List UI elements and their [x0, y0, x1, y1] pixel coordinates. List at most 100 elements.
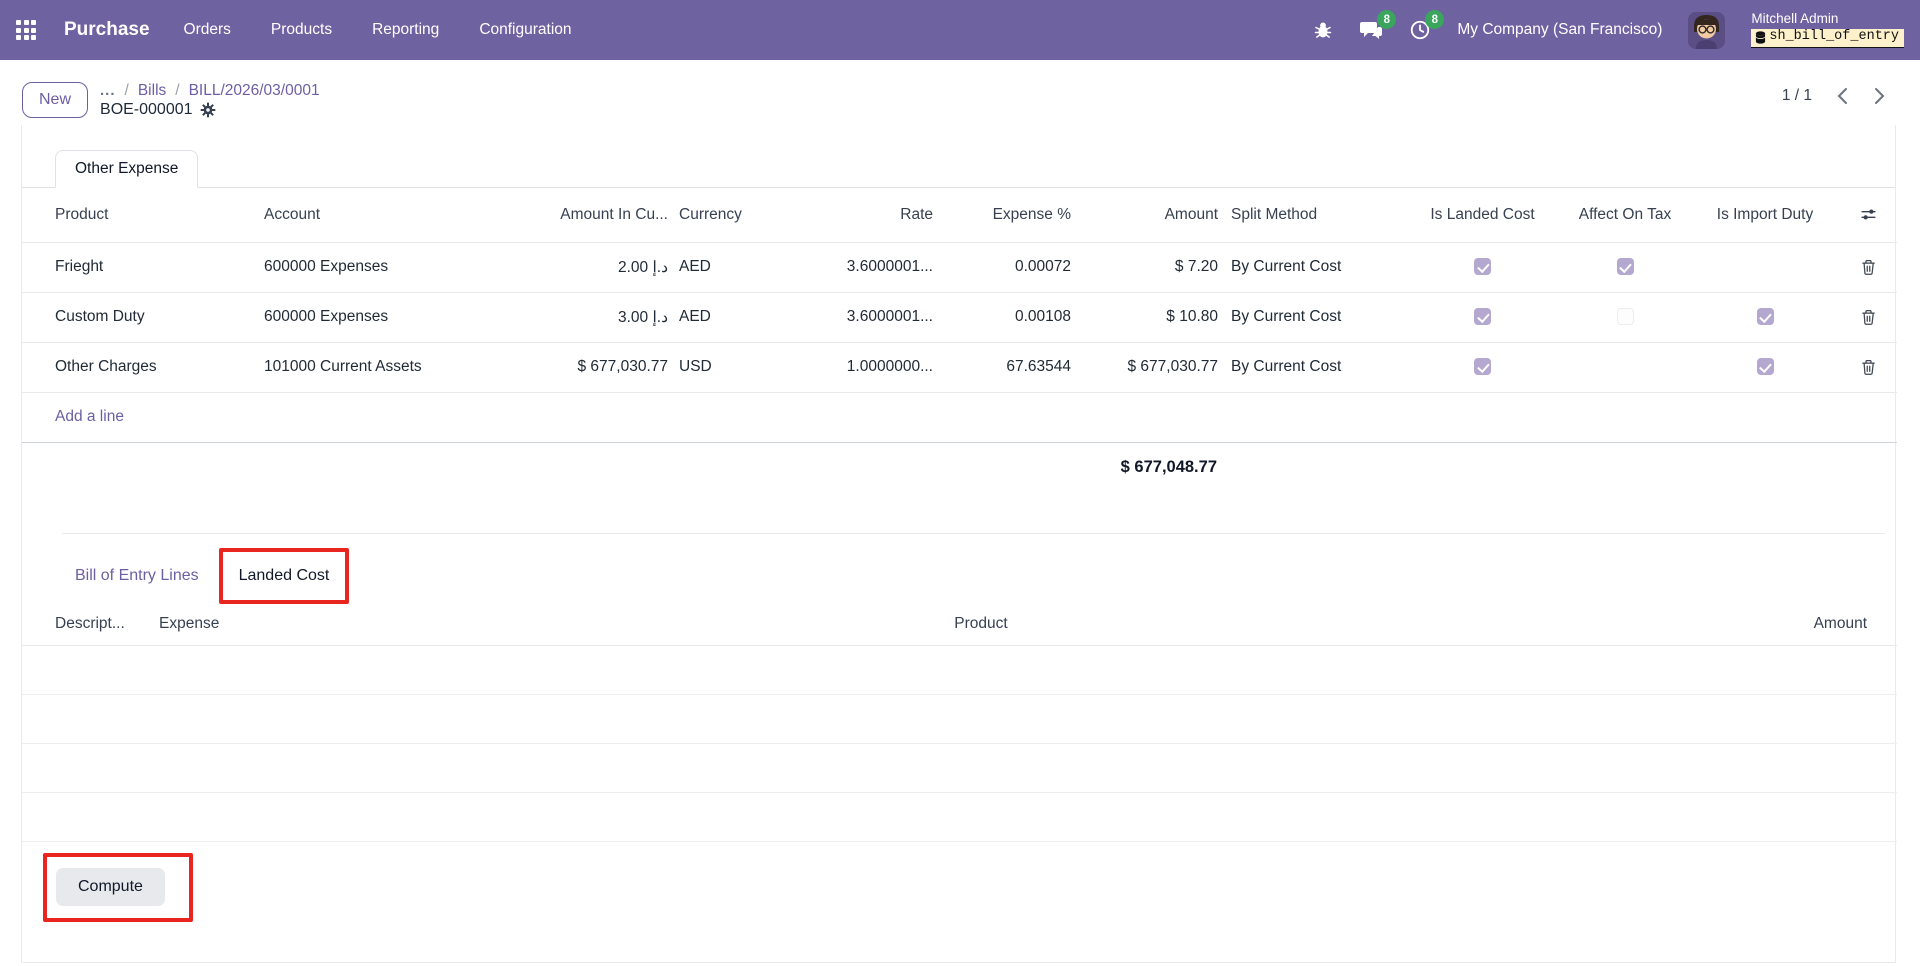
table-header-row: Product Account Amount In Cu... Currency… — [22, 188, 1897, 242]
pager-value: 1 / 1 — [1781, 87, 1812, 104]
annotation-rectangle: Compute — [43, 853, 193, 922]
checkbox-is-import-duty[interactable] — [1756, 308, 1774, 326]
main-menu: Orders Products Reporting Configuration — [184, 21, 572, 39]
cell-amount[interactable]: $ 677,030.77 — [1127, 358, 1218, 375]
cell-product[interactable]: Frieght — [55, 258, 104, 275]
top-navbar: Purchase Orders Products Reporting Confi… — [0, 0, 1920, 60]
col-amount[interactable]: Amount — [1401, 603, 1897, 646]
col-amount[interactable]: Amount — [1164, 205, 1218, 223]
cell-split-method[interactable]: By Current Cost — [1231, 308, 1342, 325]
cell-product[interactable]: Custom Duty — [55, 308, 145, 325]
database-name: sh_bill_of_entry — [1769, 29, 1899, 44]
expense-notebook-tabs: Other Expense — [22, 150, 1895, 188]
col-amount-in-currency[interactable]: Amount In Cu... — [560, 205, 668, 223]
col-split-method[interactable]: Split Method — [1231, 205, 1318, 223]
col-is-import-duty[interactable]: Is Import Duty — [1716, 205, 1814, 223]
checkbox-is-import-duty[interactable] — [1756, 358, 1774, 376]
checkbox-affect-on-tax[interactable] — [1616, 308, 1634, 326]
cell-account[interactable]: 101000 Current Assets — [264, 358, 422, 375]
optional-columns-icon[interactable] — [1839, 188, 1897, 242]
col-currency[interactable]: Currency — [679, 205, 742, 223]
delete-row-icon[interactable] — [1839, 359, 1897, 376]
pager-next-icon[interactable] — [1873, 86, 1886, 106]
col-expense[interactable]: Expense — [151, 603, 561, 646]
cell-amount-in-currency[interactable]: $ 677,030.77 — [577, 358, 668, 375]
delete-row-icon[interactable] — [1839, 259, 1897, 276]
app-name[interactable]: Purchase — [64, 19, 150, 40]
database-icon — [1756, 31, 1766, 44]
table-row[interactable]: Frieght 600000 Expenses 2.00 د.إ AED 3.6… — [22, 242, 1897, 292]
debug-bug-icon[interactable] — [1313, 20, 1333, 40]
delete-row-icon[interactable] — [1839, 309, 1897, 326]
tab-landed-cost[interactable]: Landed Cost — [222, 551, 346, 600]
new-button[interactable]: New — [22, 82, 89, 118]
cell-product[interactable]: Other Charges — [55, 358, 157, 375]
other-expense-table: Product Account Amount In Cu... Currency… — [22, 188, 1897, 443]
cell-rate[interactable]: 3.6000001... — [846, 308, 933, 325]
menu-configuration[interactable]: Configuration — [479, 21, 572, 38]
breadcrumb-bill-link[interactable]: BILL/2026/03/0001 — [188, 81, 320, 99]
activities-badge: 8 — [1425, 10, 1445, 29]
breadcrumb-ellipsis-button[interactable]: ... — [100, 82, 116, 99]
apps-grid-icon[interactable] — [16, 20, 36, 40]
add-line-row: Add a line — [22, 392, 1897, 443]
menu-orders[interactable]: Orders — [183, 21, 231, 38]
gear-icon[interactable] — [200, 102, 216, 118]
cell-amount[interactable]: $ 10.80 — [1166, 308, 1218, 325]
col-affect-on-tax[interactable]: Affect On Tax — [1578, 205, 1672, 223]
table-row[interactable]: Custom Duty 600000 Expenses 3.00 د.إ AED… — [22, 292, 1897, 342]
checkbox-is-landed-cost[interactable] — [1474, 358, 1491, 376]
cell-split-method[interactable]: By Current Cost — [1231, 258, 1342, 275]
tab-other-expense[interactable]: Other Expense — [55, 150, 199, 188]
form-sheet: Other Expense Product Account Amount In … — [21, 125, 1897, 963]
col-account[interactable]: Account — [264, 205, 321, 223]
database-badge: sh_bill_of_entry — [1751, 29, 1904, 48]
checkbox-is-landed-cost[interactable] — [1474, 308, 1491, 326]
menu-products[interactable]: Products — [270, 21, 333, 38]
compute-button[interactable]: Compute — [56, 868, 165, 906]
cell-currency[interactable]: AED — [679, 308, 711, 325]
cell-rate[interactable]: 3.6000001... — [846, 258, 933, 275]
menu-reporting[interactable]: Reporting — [372, 21, 440, 38]
annotation-rectangle: Landed Cost — [218, 547, 350, 604]
user-menu[interactable]: Mitchell Admin sh_bill_of_entry — [1751, 11, 1904, 48]
breadcrumb-separator: / — [124, 81, 129, 99]
cell-amount[interactable]: $ 7.20 — [1174, 258, 1218, 275]
cell-expense-pct[interactable]: 0.00072 — [1014, 258, 1071, 275]
pager: 1 / 1 — [1782, 86, 1886, 106]
col-product[interactable]: Product — [561, 603, 1401, 646]
cell-currency[interactable]: AED — [679, 258, 711, 275]
col-rate[interactable]: Rate — [900, 205, 933, 223]
tab-bill-of-entry-lines[interactable]: Bill of Entry Lines — [75, 566, 199, 584]
cell-account[interactable]: 600000 Expenses — [264, 258, 389, 275]
table-row[interactable]: Other Charges 101000 Current Assets $ 67… — [22, 342, 1897, 392]
col-expense-pct[interactable]: Expense % — [992, 205, 1071, 223]
messages-badge: 8 — [1377, 10, 1397, 29]
col-product[interactable]: Product — [55, 205, 109, 223]
cell-rate[interactable]: 1.0000000... — [846, 358, 933, 375]
checkbox-is-landed-cost[interactable] — [1474, 258, 1491, 276]
company-switcher[interactable]: My Company (San Francisco) — [1457, 21, 1663, 38]
cell-expense-pct[interactable]: 67.63544 — [1006, 358, 1071, 375]
cell-currency[interactable]: USD — [679, 358, 712, 375]
activities-clock-icon[interactable]: 8 — [1409, 10, 1445, 41]
cell-expense-pct[interactable]: 0.00108 — [1014, 308, 1071, 325]
section-divider — [62, 532, 1885, 534]
empty-row — [22, 743, 1897, 793]
cell-split-method[interactable]: By Current Cost — [1231, 358, 1342, 375]
landed-cost-table: Descript... Expense Product Amount — [22, 603, 1897, 842]
add-a-line-link[interactable]: Add a line — [55, 408, 124, 425]
breadcrumb-bills-link[interactable]: Bills — [137, 81, 167, 99]
total-amount: $ 677,048.77 — [1120, 458, 1217, 476]
avatar[interactable] — [1688, 11, 1726, 49]
col-description[interactable]: Descript... — [22, 603, 151, 646]
checkbox-affect-on-tax[interactable] — [1616, 258, 1634, 276]
empty-row — [22, 792, 1897, 842]
messages-icon[interactable]: 8 — [1359, 10, 1397, 41]
cell-account[interactable]: 600000 Expenses — [264, 308, 389, 325]
cell-amount-in-currency[interactable]: 3.00 د.إ — [618, 308, 668, 326]
pager-previous-icon[interactable] — [1836, 86, 1849, 106]
table-header-row: Descript... Expense Product Amount — [22, 603, 1897, 646]
col-is-landed-cost[interactable]: Is Landed Cost — [1430, 205, 1535, 223]
cell-amount-in-currency[interactable]: 2.00 د.إ — [618, 258, 668, 276]
